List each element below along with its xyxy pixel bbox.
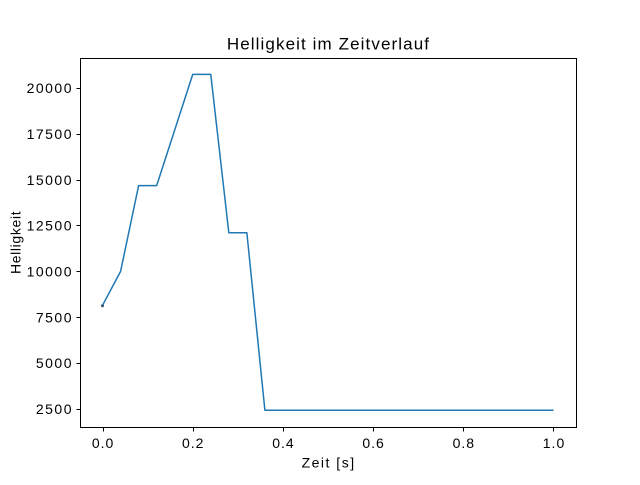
svg-text:0.2: 0.2: [182, 435, 204, 451]
svg-text:20000: 20000: [27, 80, 73, 96]
svg-text:0.0: 0.0: [92, 435, 114, 451]
svg-text:Helligkeit im Zeitverlauf: Helligkeit im Zeitverlauf: [227, 34, 430, 53]
svg-text:0.6: 0.6: [362, 435, 384, 451]
svg-text:7500: 7500: [36, 309, 73, 325]
svg-text:1.0: 1.0: [543, 435, 565, 451]
svg-text:17500: 17500: [27, 126, 73, 142]
svg-text:0.4: 0.4: [272, 435, 294, 451]
svg-text:Zeit [s]: Zeit [s]: [302, 455, 356, 471]
svg-text:10000: 10000: [27, 264, 73, 280]
svg-text:2500: 2500: [36, 401, 73, 417]
svg-text:5000: 5000: [36, 355, 73, 371]
svg-text:12500: 12500: [27, 218, 73, 234]
svg-text:0.8: 0.8: [453, 435, 475, 451]
svg-text:15000: 15000: [27, 172, 73, 188]
svg-text:Helligkeit: Helligkeit: [8, 211, 24, 274]
